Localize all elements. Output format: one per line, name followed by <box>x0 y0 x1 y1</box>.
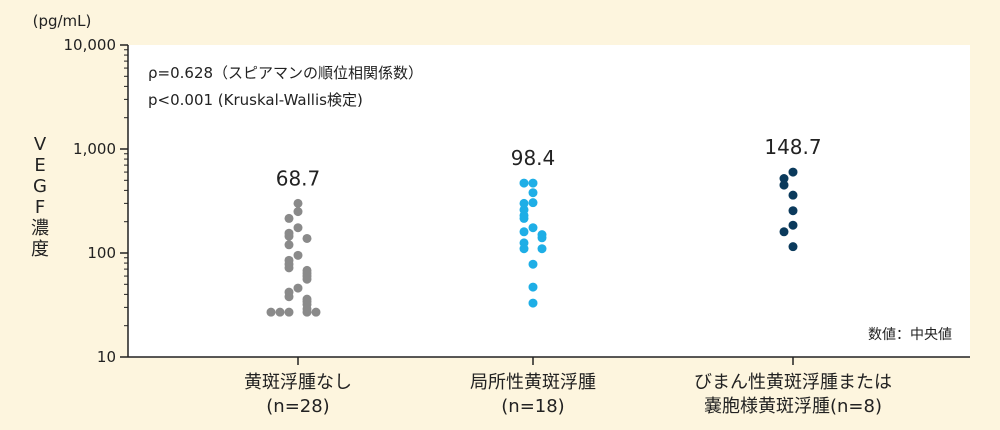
median-value-label: 148.7 <box>764 135 821 159</box>
data-point <box>311 307 321 317</box>
y-axis-label-char: V <box>34 134 47 155</box>
data-point <box>275 307 285 317</box>
data-point <box>528 188 538 198</box>
data-point <box>293 207 303 217</box>
y-tick-label: 1,000 <box>73 140 116 158</box>
data-point <box>284 263 294 273</box>
data-point <box>302 307 312 317</box>
category-label: (n=28) <box>266 396 329 417</box>
data-point <box>779 174 789 184</box>
category-label: 黄斑浮腫なし <box>244 372 352 393</box>
y-axis-label-char: 度 <box>31 239 49 260</box>
data-point <box>528 298 538 308</box>
y-unit-label: (pg/mL) <box>33 12 92 30</box>
data-point <box>519 178 529 188</box>
y-tick-label: 100 <box>87 244 116 262</box>
category-label: 局所性黄斑浮腫 <box>470 372 596 393</box>
data-point <box>293 283 303 293</box>
y-axis-label-char: G <box>33 176 47 197</box>
y-tick-label: 10 <box>97 348 116 366</box>
data-point <box>519 244 529 254</box>
data-point <box>293 198 303 208</box>
data-point <box>788 220 798 230</box>
data-point <box>302 274 312 284</box>
data-point <box>284 231 294 241</box>
data-point <box>528 223 538 233</box>
median-value-label: 68.7 <box>276 166 321 190</box>
data-point <box>788 167 798 177</box>
category-label: びまん性黄斑浮腫または <box>694 372 892 393</box>
data-point <box>528 259 538 269</box>
y-tick-label: 10,000 <box>64 36 117 54</box>
data-point <box>528 282 538 292</box>
y-axis-label-char: F <box>35 197 45 218</box>
annotation-text: p<0.001 (Kruskal-Wallis検定) <box>148 91 363 109</box>
data-point <box>519 213 529 223</box>
data-point <box>302 233 312 243</box>
data-point <box>779 180 789 190</box>
median-value-label: 98.4 <box>511 146 556 170</box>
data-point <box>528 178 538 188</box>
data-point <box>293 223 303 233</box>
category-label: (n=18) <box>501 396 564 417</box>
data-point <box>537 233 547 243</box>
data-point <box>519 198 529 208</box>
data-point <box>519 227 529 237</box>
data-point <box>293 250 303 260</box>
y-axis-label-char: 濃 <box>31 218 49 239</box>
data-point <box>788 190 798 200</box>
data-point <box>284 307 294 317</box>
data-point <box>788 242 798 252</box>
plot-background <box>128 45 970 357</box>
data-point <box>284 213 294 223</box>
data-point <box>788 206 798 216</box>
median-note: 数値：中央値 <box>868 327 952 343</box>
axes: 10 100 1,000 10,000 <box>64 36 970 366</box>
category-label: 嚢胞様黄斑浮腫(n=8) <box>704 396 882 417</box>
data-point <box>537 244 547 254</box>
data-point <box>284 240 294 250</box>
data-point <box>528 198 538 208</box>
annotation-text: ρ=0.628（スピアマンの順位相関係数） <box>148 64 423 82</box>
y-axis-label-char: E <box>34 155 45 176</box>
data-point <box>284 292 294 302</box>
data-marks <box>266 167 798 317</box>
data-point <box>779 227 789 237</box>
data-point <box>266 307 276 317</box>
